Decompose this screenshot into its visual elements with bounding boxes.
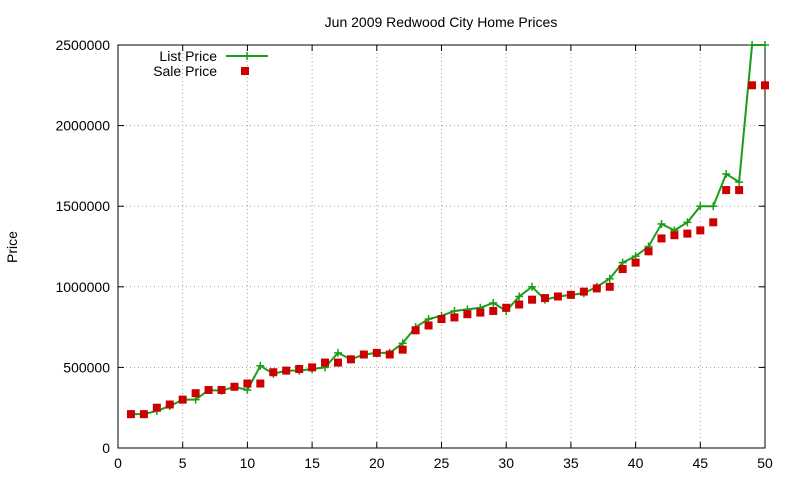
list-price-point xyxy=(657,219,666,228)
sale-price-point xyxy=(398,345,407,354)
list-price-point xyxy=(709,202,718,211)
list-price-point xyxy=(748,41,757,49)
list-price-point xyxy=(515,292,524,301)
x-tick-label: 20 xyxy=(369,455,385,471)
list-price-point xyxy=(735,178,744,187)
series-line-list-price xyxy=(130,44,765,416)
sale-price-point xyxy=(489,306,498,315)
x-tick-label: 40 xyxy=(628,455,644,471)
x-tick-label: 45 xyxy=(693,455,709,471)
x-tick-label: 25 xyxy=(434,455,450,471)
sale-price-point xyxy=(566,290,575,299)
sale-price-point xyxy=(683,229,692,238)
sale-price-point xyxy=(269,368,278,377)
x-tick-label: 10 xyxy=(240,455,256,471)
y-tick-label: 2500000 xyxy=(55,37,110,53)
sale-price-point xyxy=(295,365,304,374)
sale-price-point xyxy=(178,395,187,404)
legend-label-sale-price: Sale Price xyxy=(153,63,217,79)
sale-price-point xyxy=(152,403,161,412)
x-tick-label: 50 xyxy=(757,455,773,471)
sale-price-point xyxy=(191,389,200,398)
sale-price-point xyxy=(333,358,342,367)
list-price-point xyxy=(696,202,705,211)
sale-price-point xyxy=(515,300,524,309)
sale-price-point xyxy=(553,292,562,301)
sale-price-point xyxy=(761,81,769,90)
sale-price-point xyxy=(592,284,601,293)
sale-price-point xyxy=(450,313,459,322)
sale-price-point xyxy=(385,350,394,359)
list-price-point xyxy=(722,169,731,178)
list-price-point xyxy=(333,348,342,357)
sale-price-point xyxy=(670,231,679,240)
axis-ticks: 0 5 10 15 20 25 30 35 40 45 50 0 500000 1000000 150000… xyxy=(55,37,773,471)
sale-price-point xyxy=(126,410,135,419)
y-tick-label: 500000 xyxy=(63,359,110,375)
list-price-point xyxy=(605,274,614,283)
x-tick-label: 35 xyxy=(563,455,579,471)
sale-price-point xyxy=(528,295,537,304)
sale-price-point xyxy=(165,400,174,409)
sale-price-point xyxy=(644,247,653,256)
sale-price-point xyxy=(217,385,226,394)
chart-title: Jun 2009 Redwood City Home Prices xyxy=(325,14,558,30)
sale-price-point xyxy=(204,385,213,394)
sale-price-point xyxy=(735,186,744,195)
sale-price-point xyxy=(463,310,472,319)
sale-price-point xyxy=(541,294,550,303)
sale-price-point xyxy=(411,326,420,335)
legend-label-list-price: List Price xyxy=(159,48,217,64)
sale-price-point xyxy=(308,363,317,372)
sale-price-point xyxy=(321,358,330,367)
sale-price-point xyxy=(605,282,614,291)
sale-price-point xyxy=(359,350,368,359)
y-axis-label: Price xyxy=(4,231,20,263)
sale-price-point xyxy=(657,234,666,243)
sale-price-point xyxy=(696,226,705,235)
sale-price-point xyxy=(230,382,239,391)
x-tick-label: 15 xyxy=(304,455,320,471)
sale-price-point xyxy=(502,303,511,312)
sale-price-point xyxy=(709,218,718,227)
sale-price-point xyxy=(346,355,355,364)
list-price-point xyxy=(761,41,769,49)
legend-swatch-sale-price xyxy=(241,67,249,75)
y-tick-label: 2000000 xyxy=(55,118,110,134)
sale-price-point xyxy=(631,258,640,267)
sale-price-point xyxy=(282,366,291,375)
sale-price-point xyxy=(139,410,148,419)
sale-price-point xyxy=(476,308,485,317)
x-tick-label: 5 xyxy=(179,455,187,471)
sale-price-point xyxy=(437,315,446,324)
sale-price-point xyxy=(243,379,252,388)
sale-price-point xyxy=(579,287,588,296)
list-price-point xyxy=(489,298,498,307)
x-tick-label: 0 xyxy=(114,455,122,471)
list-price-point xyxy=(256,361,265,370)
y-tick-label: 1500000 xyxy=(55,198,110,214)
x-tick-label: 30 xyxy=(498,455,514,471)
list-price-point xyxy=(683,218,692,227)
list-price-point xyxy=(528,282,537,291)
sale-price-point xyxy=(748,81,757,90)
legend-marker-list-price xyxy=(243,52,251,60)
y-tick-label: 1000000 xyxy=(55,279,110,295)
sale-price-point xyxy=(424,321,433,330)
sale-price-point xyxy=(618,265,627,274)
y-tick-label: 0 xyxy=(102,440,110,456)
grid xyxy=(118,45,765,448)
sale-price-point xyxy=(372,348,381,357)
sale-price-point xyxy=(722,186,731,195)
legend: List Price Sale Price xyxy=(153,48,268,79)
series xyxy=(126,41,769,419)
sale-price-point xyxy=(256,379,265,388)
